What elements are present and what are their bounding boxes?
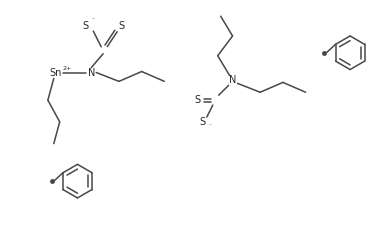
- Text: ⁻: ⁻: [209, 124, 212, 129]
- Text: S: S: [82, 21, 89, 31]
- Text: S: S: [194, 95, 200, 105]
- Text: Sn: Sn: [50, 68, 62, 77]
- Text: N: N: [88, 68, 95, 77]
- Text: ⁻: ⁻: [91, 19, 94, 24]
- Text: S: S: [118, 21, 124, 31]
- Text: S: S: [200, 117, 206, 127]
- Text: 2+: 2+: [63, 66, 72, 71]
- Text: N: N: [229, 75, 236, 86]
